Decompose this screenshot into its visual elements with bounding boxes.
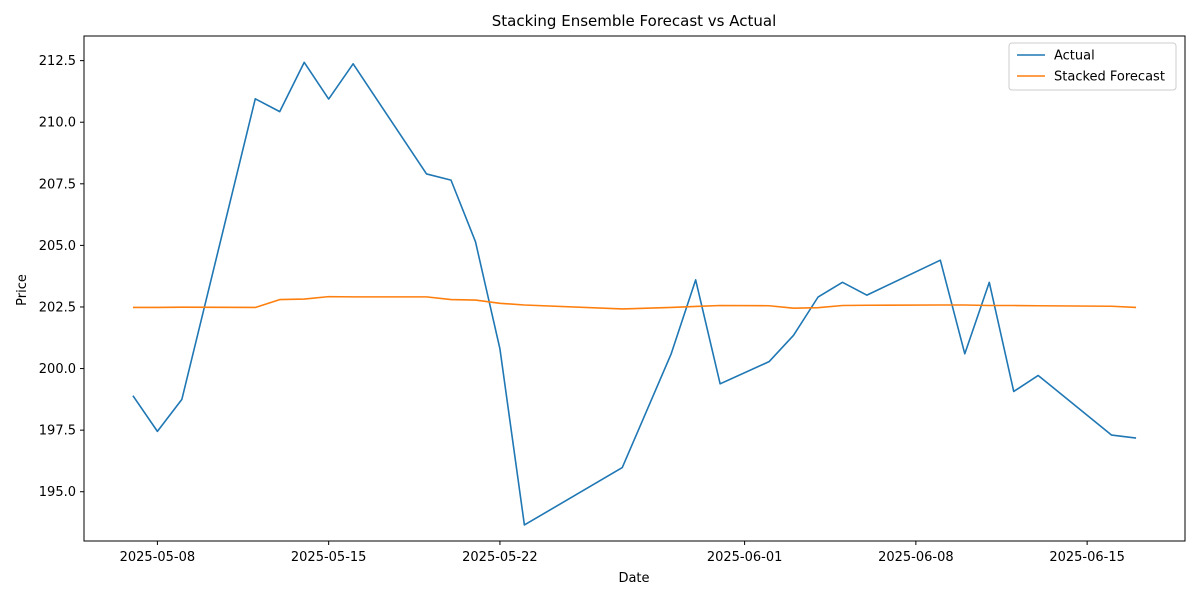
- legend-label-1: Stacked Forecast: [1054, 70, 1165, 85]
- plot-area: [83, 35, 1186, 542]
- x-tick-label: 2025-06-15: [1049, 550, 1125, 565]
- y-tick-label: 195.0: [39, 485, 76, 500]
- x-tick-label: 2025-06-08: [878, 550, 954, 565]
- x-tick-label: 2025-05-15: [291, 550, 367, 565]
- y-tick-label: 212.5: [39, 54, 76, 69]
- x-tick-label: 2025-05-22: [462, 550, 538, 565]
- y-tick-label: 197.5: [39, 424, 76, 439]
- y-axis-label: Price: [15, 274, 30, 306]
- plot-frame: [83, 35, 1186, 542]
- y-axis: 195.0 197.5 200.0 202.5 205.0 207.5 210.0 212.5: [39, 54, 84, 500]
- y-tick-label: 205.0: [39, 239, 76, 254]
- y-tick-label: 202.5: [39, 300, 76, 315]
- series-line-1: [132, 295, 1137, 310]
- x-tick-label: 2025-05-08: [120, 550, 196, 565]
- series-line-0: [132, 61, 1137, 526]
- y-tick-label: 210.0: [39, 116, 76, 131]
- x-axis: 2025-05-08 2025-05-15 2025-05-22 2025-06-01…: [120, 541, 1125, 565]
- y-tick-label: 207.5: [39, 177, 76, 192]
- y-tick-label: 200.0: [39, 362, 76, 377]
- legend-box: [1008, 42, 1177, 91]
- legend-label-0: Actual: [1054, 49, 1095, 64]
- legend: Actual Stacked Forecast: [1008, 42, 1177, 91]
- x-axis-label: Date: [618, 571, 649, 586]
- chart-title: Stacking Ensemble Forecast vs Actual: [492, 12, 777, 30]
- x-tick-label: 2025-06-01: [707, 550, 783, 565]
